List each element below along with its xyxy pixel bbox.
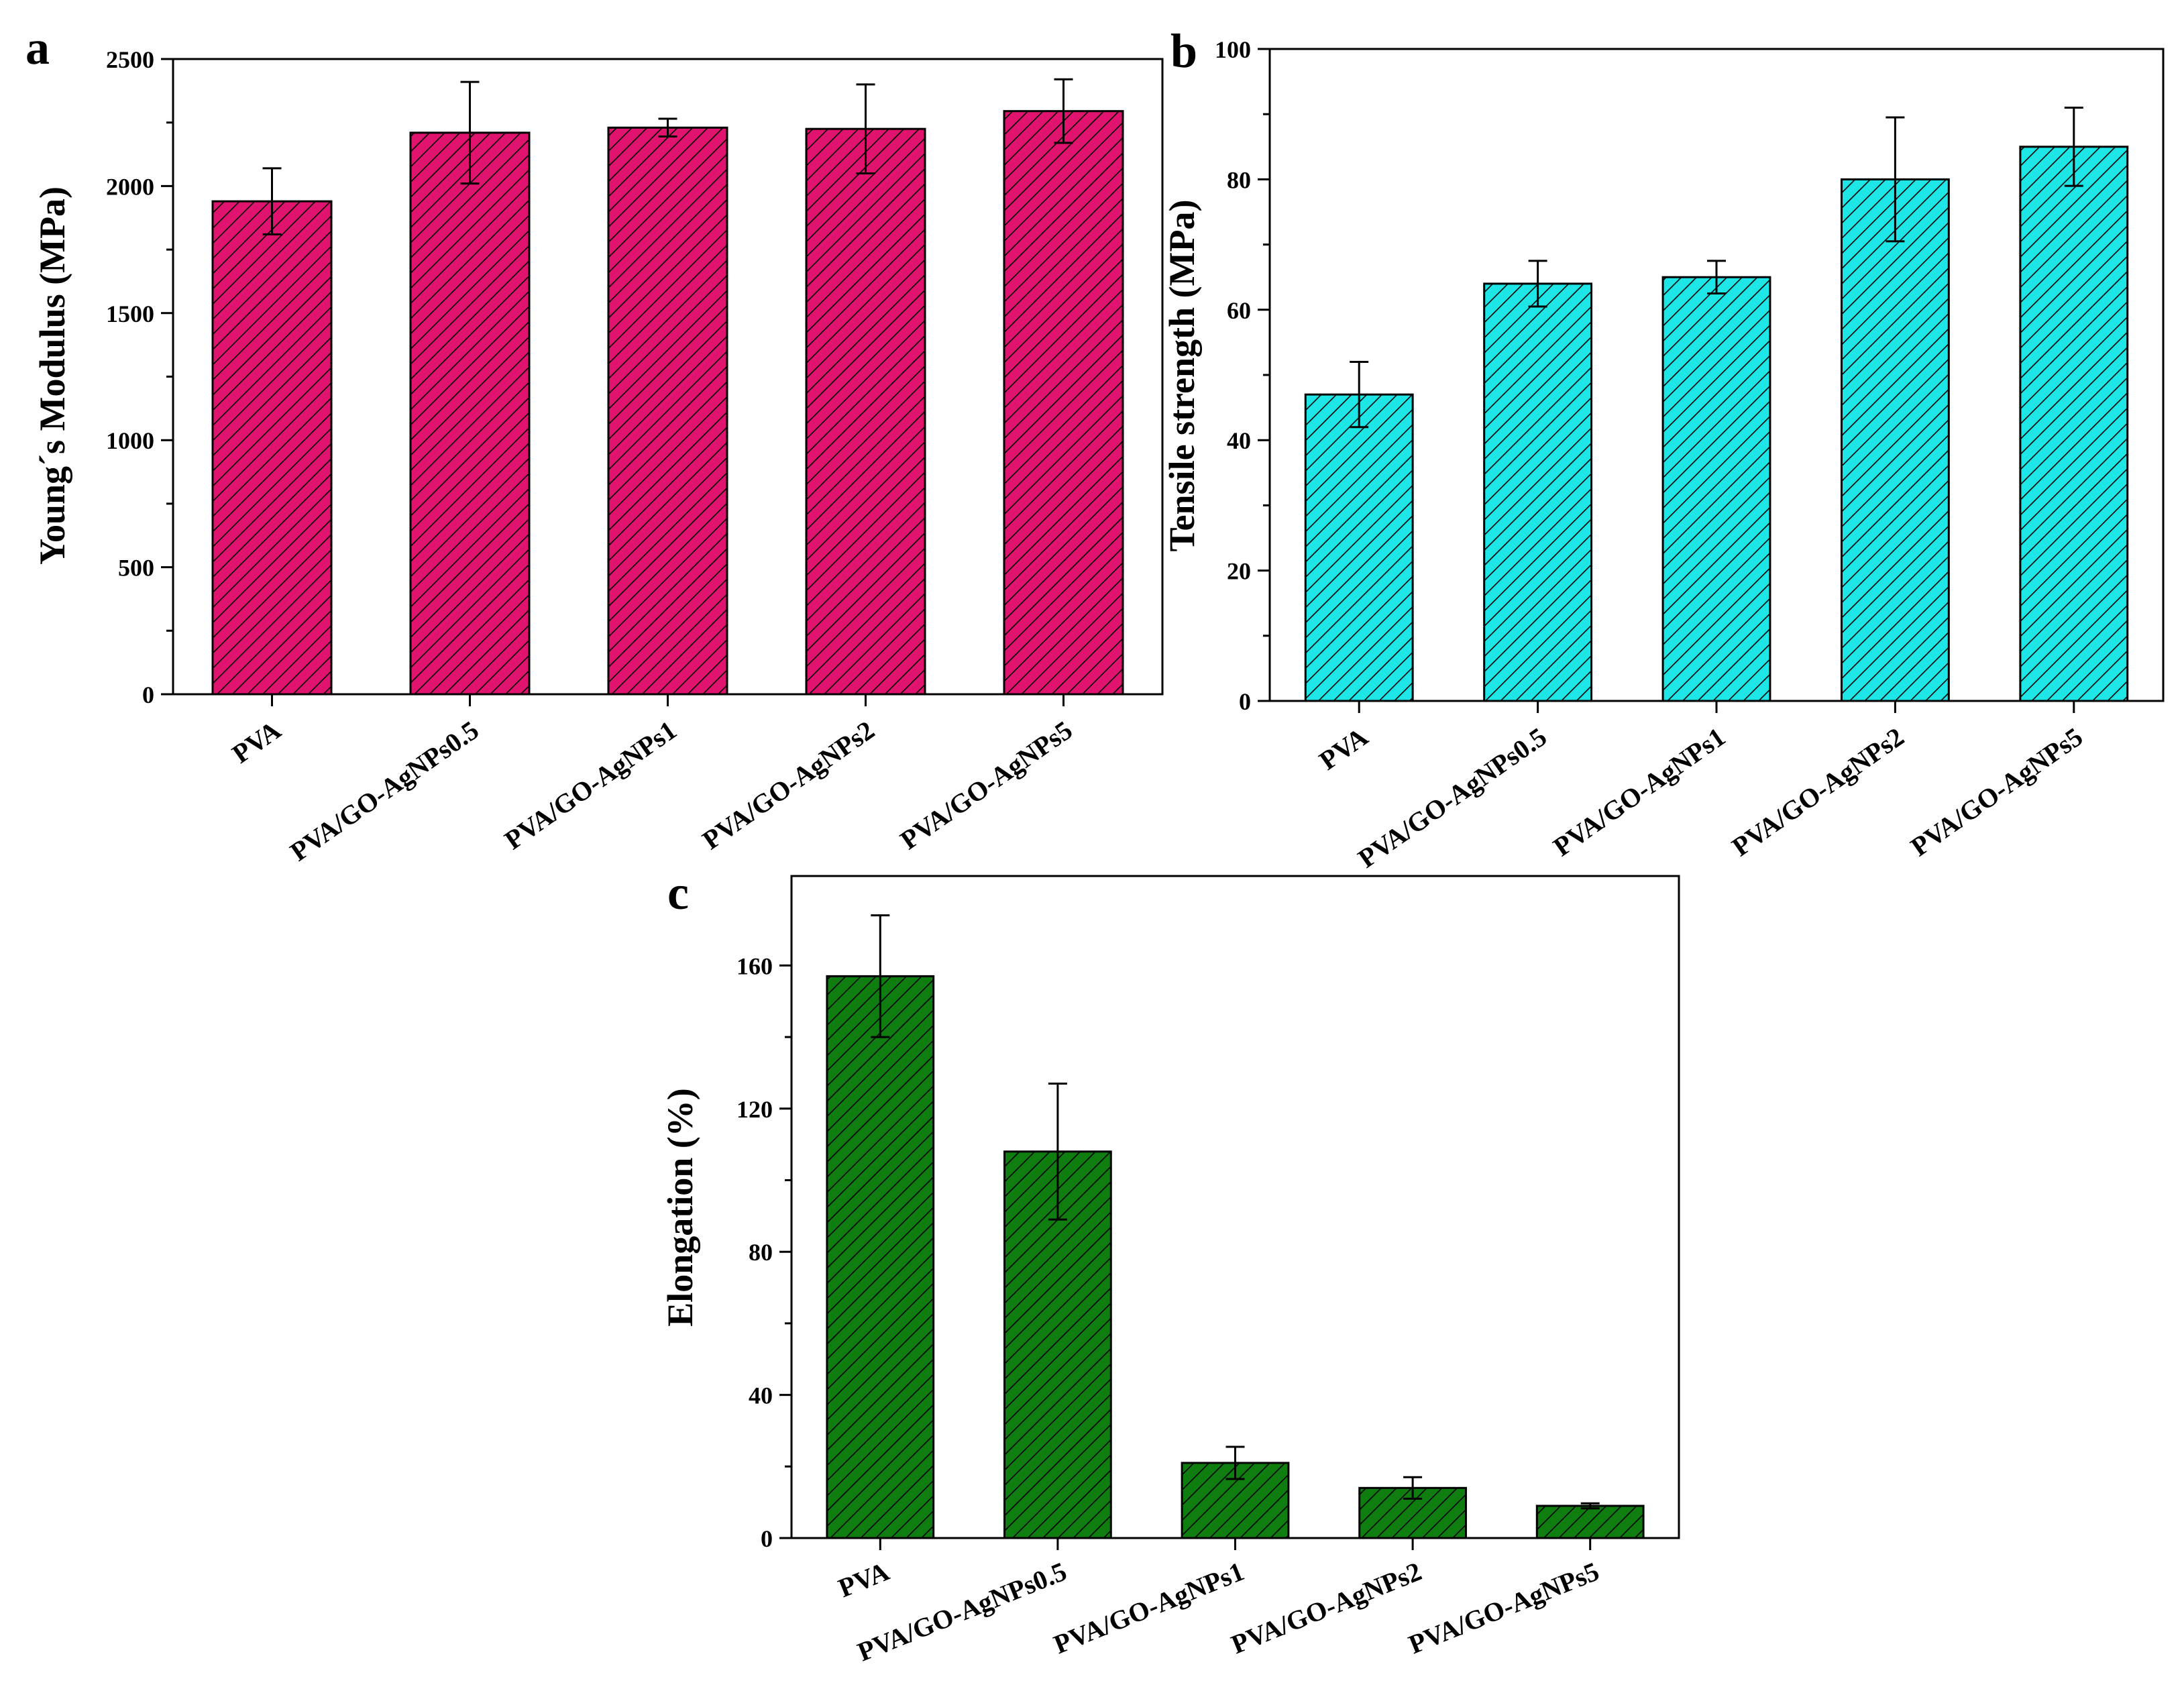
y-tick-label: 0	[142, 681, 154, 708]
bar-c-0	[826, 975, 935, 1539]
y-tick-label: 20	[1227, 558, 1251, 585]
bar-a-3	[805, 127, 926, 696]
panel-c: c 0 40 80 120 160 Elongation (%) PVA PVA/GO-AgNP…	[660, 866, 1680, 1667]
y-tick-label: 500	[118, 555, 154, 582]
panel-a: a 0 500 1000 1500 2000 2500 Young´s Modulus (MP…	[25, 21, 1164, 867]
y-tick-label: 0	[761, 1525, 773, 1552]
bar-b-2	[1661, 276, 1771, 702]
bar-b-1	[1483, 282, 1593, 702]
bar-c-4	[1535, 1505, 1645, 1539]
category-label-c-3: PVA/GO-AgNPs2	[1227, 1556, 1425, 1660]
category-label-b-2: PVA/GO-AgNPs1	[1547, 722, 1731, 863]
y-axis-title-a: Young´s Modulus (MPa)	[32, 186, 72, 565]
y-tick-label: 100	[1215, 36, 1251, 63]
bar-a-0	[211, 200, 333, 696]
category-label-c-2: PVA/GO-AgNPs1	[1049, 1556, 1248, 1660]
panel-letter-a: a	[25, 21, 50, 74]
panel-letter-c: c	[667, 866, 689, 920]
y-tick-label: 2500	[106, 46, 154, 73]
category-label-a-3: PVA/GO-AgNPs2	[697, 715, 880, 856]
category-label-a-1: PVA/GO-AgNPs0.5	[284, 715, 484, 867]
category-label-b-4: PVA/GO-AgNPs5	[1905, 722, 2088, 863]
y-tick-label: 1500	[106, 300, 154, 327]
bar-b-3	[1840, 178, 1950, 702]
y-tick-label: 80	[1227, 166, 1251, 193]
category-label-a-4: PVA/GO-AgNPs5	[895, 715, 1078, 856]
category-label-b-1: PVA/GO-AgNPs0.5	[1352, 722, 1551, 874]
y-tick-label: 1000	[106, 427, 154, 454]
category-label-b-3: PVA/GO-AgNPs2	[1727, 722, 1910, 863]
y-tick-label: 40	[749, 1382, 773, 1409]
bar-a-4	[1003, 110, 1124, 696]
bar-a-2	[607, 126, 728, 696]
y-tick-label: 0	[1239, 688, 1251, 715]
y-axis-title-c: Elongation (%)	[660, 1088, 700, 1327]
bar-b-0	[1304, 393, 1414, 702]
bar-b-4	[2019, 146, 2129, 702]
bar-a-1	[409, 131, 531, 696]
y-tick-label: 160	[736, 952, 773, 979]
y-tick-label: 60	[1227, 297, 1251, 324]
category-label-a-0: PVA	[227, 714, 286, 769]
category-label-b-0: PVA	[1313, 721, 1373, 775]
panel-letter-b: b	[1170, 24, 1197, 78]
y-tick-label: 120	[736, 1096, 773, 1123]
y-tick-label: 40	[1227, 427, 1251, 454]
category-label-c-0: PVA	[834, 1556, 893, 1604]
y-tick-label: 80	[749, 1239, 773, 1266]
y-tick-label: 2000	[106, 173, 154, 200]
category-label-c-4: PVA/GO-AgNPs5	[1405, 1556, 1603, 1660]
y-axis-title-b: Tensile strength (MPa)	[1162, 200, 1202, 552]
category-label-a-2: PVA/GO-AgNPs1	[499, 715, 682, 856]
